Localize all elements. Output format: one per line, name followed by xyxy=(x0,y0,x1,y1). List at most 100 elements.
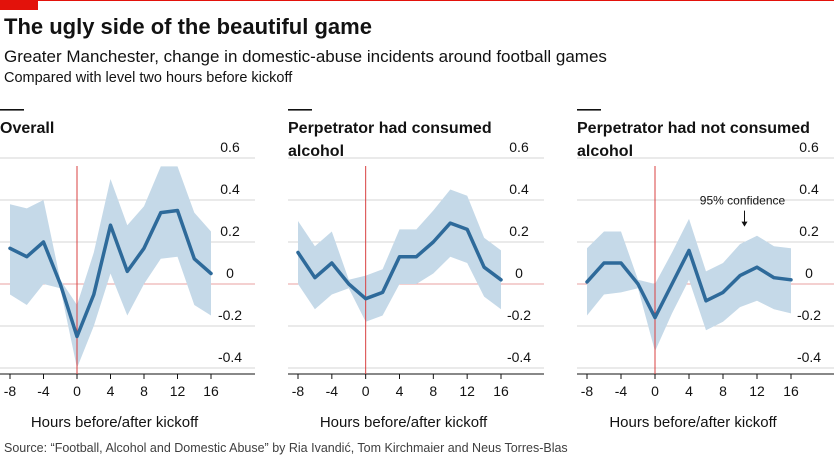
x-tick-label: 12 xyxy=(170,383,186,399)
confidence-band xyxy=(10,166,211,368)
x-axis-label: Hours before/after kickoff xyxy=(31,414,199,431)
data-point xyxy=(330,261,334,265)
data-point xyxy=(755,266,759,269)
data-point xyxy=(449,221,452,225)
panel-title-line: alcohol xyxy=(577,143,633,160)
x-tick-label: 12 xyxy=(749,383,765,399)
data-point xyxy=(721,291,725,294)
x-tick-label: -8 xyxy=(581,383,594,399)
x-tick-label: -4 xyxy=(37,383,50,399)
chart-panel-3: Perpetrator had not consumed alcohol -0.4 -… xyxy=(577,109,834,431)
y-tick-label: 0.6 xyxy=(220,139,240,155)
data-point xyxy=(25,255,28,258)
annotation-label: 95% confidence xyxy=(700,194,786,208)
x-tick-label: 0 xyxy=(73,383,81,399)
data-point xyxy=(789,278,793,281)
panel-title-line: Perpetrator had consumed xyxy=(288,120,492,137)
x-tick-label: 8 xyxy=(429,383,437,399)
data-point xyxy=(602,261,606,265)
data-point xyxy=(415,255,418,258)
data-point xyxy=(75,335,79,338)
y-tick-label: 0.4 xyxy=(509,181,529,197)
x-tick-label: 4 xyxy=(107,383,115,399)
annotation-arrowhead xyxy=(741,221,748,227)
x-tick-label: -4 xyxy=(615,383,628,399)
x-tick-label: 16 xyxy=(203,383,219,399)
y-tick-label: 0.4 xyxy=(220,181,240,197)
data-point xyxy=(92,293,95,296)
data-point xyxy=(109,224,112,227)
y-tick-label: -0.2 xyxy=(507,307,531,323)
panel-title-line: alcohol xyxy=(288,143,344,160)
data-point xyxy=(499,278,503,281)
x-tick-label: 8 xyxy=(140,383,148,399)
x-tick-label: 16 xyxy=(493,383,509,399)
y-tick-label: -0.2 xyxy=(218,307,242,323)
panel-rule xyxy=(0,109,24,111)
data-point xyxy=(738,274,742,277)
x-tick-label: 0 xyxy=(362,383,370,399)
data-point xyxy=(159,211,162,214)
y-tick-label: 0.6 xyxy=(509,139,529,155)
data-point xyxy=(364,297,367,300)
data-point xyxy=(585,280,589,284)
x-tick-label: 16 xyxy=(783,383,799,399)
x-tick-label: -8 xyxy=(292,383,305,399)
x-tick-label: 8 xyxy=(719,383,727,399)
chart-subtitle: Greater Manchester, change in domestic-a… xyxy=(4,47,607,66)
data-point xyxy=(653,316,657,319)
data-point xyxy=(126,270,129,273)
source-note: Source: “Football, Alcohol and Domestic … xyxy=(4,441,568,455)
data-point xyxy=(142,247,146,250)
data-point xyxy=(42,240,45,244)
x-axis-label: Hours before/after kickoff xyxy=(609,414,777,431)
chart-note: Compared with level two hours before kic… xyxy=(4,70,293,86)
y-tick-label: 0 xyxy=(805,265,813,281)
data-point xyxy=(8,247,12,250)
x-tick-label: -4 xyxy=(326,383,339,399)
x-tick-label: 0 xyxy=(651,383,659,399)
x-tick-label: 4 xyxy=(396,383,404,399)
y-tick-label: -0.4 xyxy=(797,349,821,365)
data-point xyxy=(398,255,401,258)
chart-panel-1: Overall -0.4 -0.2 0 0.2 0.4 0.6 -8 -4 0 4 8 12 16Hour… xyxy=(0,109,255,431)
data-point xyxy=(296,251,300,254)
y-tick-label: -0.2 xyxy=(797,307,821,323)
data-point xyxy=(432,240,435,244)
x-tick-label: 12 xyxy=(459,383,475,399)
y-tick-label: 0 xyxy=(515,265,523,281)
panel-rule xyxy=(577,109,601,111)
data-point xyxy=(772,276,776,279)
data-point xyxy=(465,228,469,231)
chart-title: The ugly side of the beautiful game xyxy=(4,14,372,39)
y-tick-label: 0.2 xyxy=(799,223,819,239)
panel-title-line: Perpetrator had not consumed xyxy=(577,120,810,137)
x-axis-label: Hours before/after kickoff xyxy=(320,414,488,431)
data-point xyxy=(193,257,196,260)
brand-tab xyxy=(0,0,38,10)
data-point xyxy=(313,276,317,279)
data-point xyxy=(59,282,62,286)
data-point xyxy=(670,282,674,286)
data-point xyxy=(687,249,691,252)
y-tick-label: 0.4 xyxy=(799,181,819,197)
y-tick-label: 0 xyxy=(226,265,234,281)
y-tick-label: -0.4 xyxy=(507,349,531,365)
data-point xyxy=(482,266,486,269)
y-tick-label: 0.2 xyxy=(509,223,529,239)
data-point xyxy=(381,291,384,294)
data-point xyxy=(209,272,213,275)
panel-title-line: Overall xyxy=(0,120,54,137)
y-tick-label: 0.6 xyxy=(799,139,819,155)
y-tick-label: 0.2 xyxy=(220,223,240,239)
data-point xyxy=(636,282,640,286)
data-point xyxy=(619,261,623,265)
data-point xyxy=(704,299,708,302)
confidence-band xyxy=(587,218,791,352)
y-tick-label: -0.4 xyxy=(218,349,242,365)
x-tick-label: -8 xyxy=(4,383,17,399)
top-rule xyxy=(0,0,834,1)
x-tick-label: 4 xyxy=(685,383,693,399)
data-point xyxy=(176,209,179,212)
